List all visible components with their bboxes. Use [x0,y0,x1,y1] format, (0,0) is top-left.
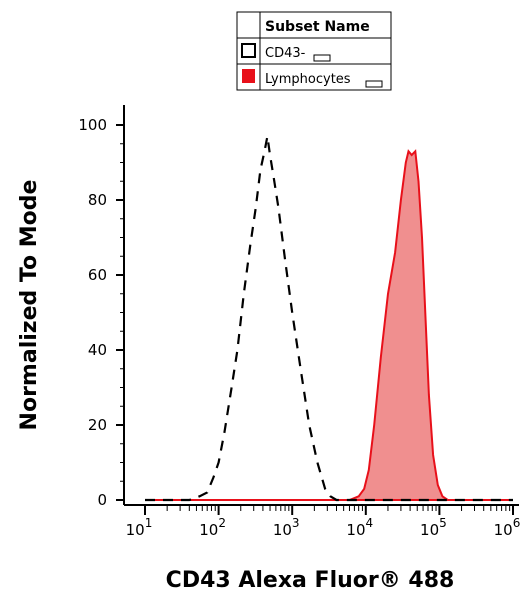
x-tick-label: 106 [494,516,521,539]
legend-header: Subset Name [265,19,370,35]
y-axis-title: Normalized To Mode [17,180,42,431]
series-line-cd43 [145,136,513,502]
legend-box [236,11,392,91]
legend-swatch-lymphocytes [242,69,255,83]
legend-swatch-cd43-neg [241,43,256,58]
legend-label-lymphocytes: Lymphocytes [265,72,351,87]
y-tick-label: 40 [88,341,107,359]
x-tick-label: 104 [346,516,373,539]
y-tick-label: 60 [88,266,107,284]
legend: Subset Name CD43- Lymphocytes [236,11,392,91]
y-tick-label: 80 [88,191,107,209]
series-layer [145,136,513,502]
x-tick-label: 103 [273,516,300,539]
legend-gate-marker [313,54,331,62]
x-ticks: 101 102 103 104 105 106 [126,505,521,539]
x-tick-label: 102 [199,516,226,539]
legend-label-cd43-neg: CD43- [265,46,306,61]
x-tick-label: 101 [126,516,153,539]
x-axis-title: CD43 Alexa Fluor® 488 [166,568,455,593]
y-tick-label: 100 [78,116,107,134]
x-tick-label: 105 [420,516,447,539]
y-ticks: 0 20 40 60 80 100 [78,116,124,509]
legend-gate-marker [365,80,383,88]
y-tick-label: 20 [88,416,107,434]
series-area-lymphocytes [145,149,513,501]
y-tick-label: 0 [97,491,107,509]
